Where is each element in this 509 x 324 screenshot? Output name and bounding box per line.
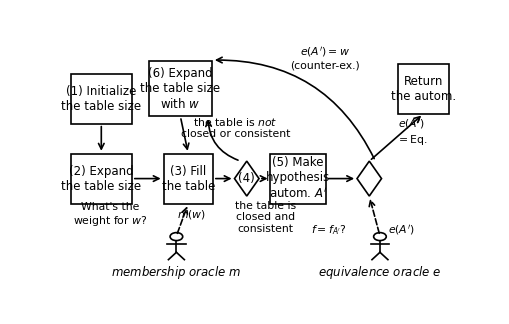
Text: (3) Fill
the table: (3) Fill the table	[161, 165, 214, 192]
FancyBboxPatch shape	[71, 74, 132, 124]
Polygon shape	[234, 161, 259, 196]
FancyBboxPatch shape	[397, 64, 448, 114]
Text: $e(A')$
$= \mathrm{Eq.}$: $e(A')$ $= \mathrm{Eq.}$	[395, 117, 427, 147]
Text: the table is $\it{not}$
closed or consistent: the table is $\it{not}$ closed or consis…	[181, 116, 290, 139]
Text: $e(A') = w$
(counter-ex.): $e(A') = w$ (counter-ex.)	[289, 45, 359, 70]
Text: (2) Expand
the table size: (2) Expand the table size	[61, 165, 141, 192]
FancyBboxPatch shape	[71, 154, 132, 203]
Text: (5) Make
hypothesis
autom. $A'$: (5) Make hypothesis autom. $A'$	[266, 156, 330, 201]
Text: (1) Initialize
the table size: (1) Initialize the table size	[61, 85, 141, 113]
Text: equivalence oracle $e$: equivalence oracle $e$	[318, 264, 441, 281]
Text: $f = f_{A'}$?: $f = f_{A'}$?	[311, 223, 347, 237]
FancyBboxPatch shape	[149, 61, 212, 116]
Text: the table is
closed and
consistent: the table is closed and consistent	[234, 201, 295, 234]
Text: (4): (4)	[238, 172, 254, 185]
FancyBboxPatch shape	[163, 154, 213, 203]
Text: What's the
weight for $w$?: What's the weight for $w$?	[73, 202, 147, 228]
Text: membership oracle $m$: membership oracle $m$	[111, 264, 241, 281]
Polygon shape	[356, 161, 381, 196]
Text: (6) Expand
the table size
with $w$: (6) Expand the table size with $w$	[140, 67, 220, 111]
FancyBboxPatch shape	[270, 154, 325, 203]
Text: Return
the autom.: Return the autom.	[390, 75, 455, 103]
Text: $e(A')$: $e(A')$	[387, 223, 414, 237]
Text: $m(w)$: $m(w)$	[177, 207, 206, 221]
